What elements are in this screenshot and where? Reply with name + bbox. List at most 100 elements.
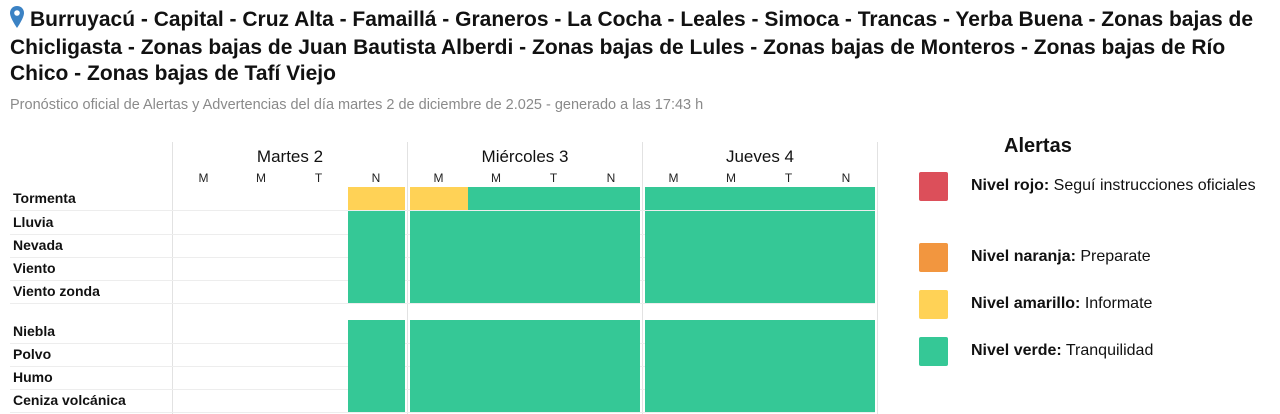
alert-cell-verde <box>645 234 703 257</box>
alert-cell-verde <box>760 257 818 280</box>
day-separator <box>877 142 878 414</box>
time-slot-label: T <box>549 171 558 185</box>
legend-level-description: Informate <box>1080 295 1153 312</box>
time-slot-label: M <box>256 171 266 185</box>
time-slot-label: T <box>314 171 323 185</box>
row-label: Viento <box>13 260 56 276</box>
legend-swatch <box>919 172 948 201</box>
time-slot-label: N <box>371 171 381 185</box>
alert-cell-verde <box>410 389 468 412</box>
legend-level-description: Seguí instrucciones oficiales <box>1049 177 1256 194</box>
alert-cell-verde <box>760 366 818 389</box>
alert-cell-verde <box>525 389 583 412</box>
day-header: Jueves 4 <box>725 147 795 166</box>
alert-cell-verde <box>645 389 703 412</box>
alert-cell-verde <box>645 343 703 366</box>
alert-cell-verde <box>467 187 526 210</box>
alert-cell-verde <box>525 280 583 303</box>
alert-cell-verde <box>467 211 526 234</box>
time-slot-label: M <box>668 171 679 185</box>
alert-cell-verde <box>410 211 468 234</box>
alert-cell-verde <box>817 366 875 389</box>
alert-cell-verde <box>410 320 468 343</box>
legend-text: Nivel amarillo: Informate <box>971 291 1261 317</box>
alert-cell-verde <box>467 343 526 366</box>
day-separator <box>407 142 408 414</box>
alert-cell-verde <box>467 389 526 412</box>
row-label: Niebla <box>13 323 56 339</box>
alert-cell-verde <box>702 320 761 343</box>
alert-cell-verde <box>525 343 583 366</box>
alert-cell-verde <box>582 257 640 280</box>
time-slot-label: M <box>491 171 501 185</box>
alert-cell-verde <box>702 187 761 210</box>
row-label: Ceniza volcánica <box>13 392 126 408</box>
alert-cell-verde <box>347 234 405 257</box>
alert-cell-verde <box>760 234 818 257</box>
legend-title: Alertas <box>1004 135 1072 157</box>
alert-cell-verde <box>702 211 761 234</box>
alert-cell-verde <box>702 366 761 389</box>
alert-cell-verde <box>817 187 875 210</box>
alert-cell-verde <box>645 366 703 389</box>
legend-swatch <box>919 290 948 319</box>
alert-cell-verde <box>525 187 583 210</box>
page-title: Burruyacú - Capital - Cruz Alta - Famail… <box>10 6 1275 87</box>
day-header: Martes 2 <box>256 147 324 166</box>
alert-cell-verde <box>525 366 583 389</box>
alert-cell-verde <box>760 211 818 234</box>
alert-cell-verde <box>702 234 761 257</box>
alert-cell-verde <box>410 257 468 280</box>
alert-cell-verde <box>525 211 583 234</box>
alert-cell-verde <box>817 320 875 343</box>
day-header: Miércoles 3 <box>481 147 569 166</box>
day-separator <box>642 142 643 414</box>
alert-cell-verde <box>582 234 640 257</box>
row-label: Tormenta <box>13 190 76 206</box>
alert-cell-verde <box>702 389 761 412</box>
alert-cell-verde <box>347 280 405 303</box>
alert-cell-verde <box>645 257 703 280</box>
time-slot-label: N <box>606 171 616 185</box>
alert-cell-verde <box>817 257 875 280</box>
alert-cell-amarillo <box>410 187 468 210</box>
time-slot-label: N <box>841 171 851 185</box>
alert-cell-verde <box>760 280 818 303</box>
row-divider <box>10 412 875 413</box>
alert-cell-verde <box>582 320 640 343</box>
alert-cell-verde <box>817 211 875 234</box>
alert-cell-verde <box>582 211 640 234</box>
map-pin-icon <box>10 6 24 35</box>
alert-cell-verde <box>645 187 703 210</box>
alert-cell-verde <box>347 366 405 389</box>
alert-cell-verde <box>347 389 405 412</box>
alert-cell-verde <box>347 257 405 280</box>
alert-cell-amarillo <box>347 187 405 210</box>
alert-cell-verde <box>702 343 761 366</box>
alert-cell-verde <box>817 343 875 366</box>
legend-level-name: Nivel amarillo: <box>971 295 1081 312</box>
time-slot-label: M <box>433 171 444 185</box>
time-slot-label: M <box>198 171 209 185</box>
row-divider <box>10 303 875 304</box>
alert-cell-verde <box>645 211 703 234</box>
legend-swatch <box>919 337 948 366</box>
day-separator <box>172 142 173 414</box>
alert-cell-verde <box>467 280 526 303</box>
alert-cell-verde <box>582 187 640 210</box>
alert-cell-verde <box>525 234 583 257</box>
alert-cell-verde <box>645 280 703 303</box>
alert-cell-verde <box>525 257 583 280</box>
row-label: Viento zonda <box>13 283 100 299</box>
alert-cell-verde <box>582 343 640 366</box>
alert-cell-verde <box>347 211 405 234</box>
alert-cell-verde <box>760 187 818 210</box>
legend-text: Nivel naranja: Preparate <box>971 244 1261 270</box>
row-label: Humo <box>13 369 53 385</box>
alert-cell-verde <box>702 280 761 303</box>
alert-cell-verde <box>760 343 818 366</box>
alert-cell-verde <box>582 280 640 303</box>
legend-level-name: Nivel verde: <box>971 342 1062 359</box>
legend-level-description: Tranquilidad <box>1061 342 1154 359</box>
legend-level-name: Nivel naranja: <box>971 248 1076 265</box>
